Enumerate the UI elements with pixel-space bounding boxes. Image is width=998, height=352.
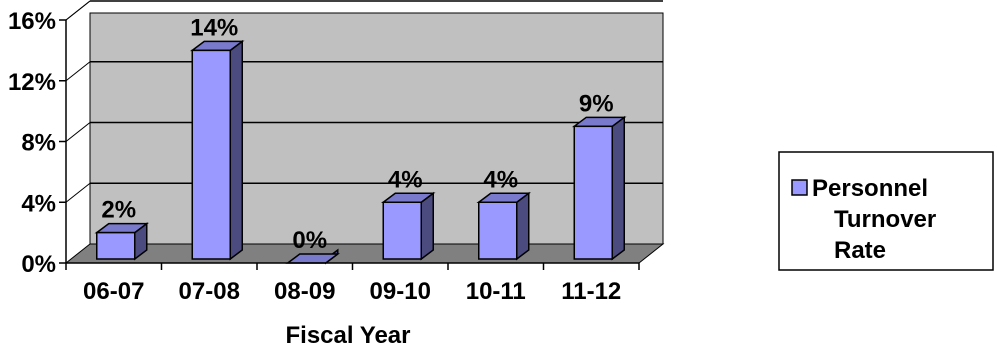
y-tick-label: 0% [21, 251, 56, 278]
bars [94, 39, 627, 265]
legend-line-3: Rate [834, 237, 886, 264]
data-label: 4% [388, 166, 423, 193]
y-tick-label: 16% [8, 8, 56, 35]
bar-front [191, 49, 231, 260]
x-tick-label: 09-10 [370, 278, 431, 305]
plot-floor [64, 243, 665, 264]
bar [190, 39, 245, 261]
x-tick-label: 07-08 [179, 278, 240, 305]
bar-side [420, 191, 434, 261]
gridline-depth [65, 122, 91, 142]
y-tick-label: 8% [21, 130, 56, 157]
data-label: 0% [292, 227, 327, 254]
data-label: 14% [190, 14, 238, 41]
x-tick-label: 06-07 [83, 278, 144, 305]
data-label: 9% [579, 90, 614, 117]
bar [572, 115, 627, 261]
bar [476, 191, 531, 261]
bar-front [382, 201, 422, 260]
data-label: 2% [101, 197, 136, 224]
y-tick-label: 12% [8, 69, 56, 96]
bar [94, 222, 149, 261]
bar-front [573, 125, 613, 260]
x-axis-title: Fiscal Year [286, 322, 411, 349]
y-axis-depth [65, 0, 91, 21]
bar-side [611, 115, 625, 261]
bar-front [478, 201, 518, 260]
x-tick-label: 08-09 [274, 278, 335, 305]
bar-side [516, 191, 530, 261]
legend-box [778, 151, 994, 271]
data-label: 4% [483, 166, 518, 193]
x-tick-label: 10-11 [466, 278, 526, 305]
y-axis-ticks: 0% 4% 8% 12% 16% [8, 8, 66, 278]
bar [381, 191, 436, 261]
x-axis-ticks: 06-07 07-08 08-09 09-10 10-11 11-12 [65, 263, 640, 305]
bar-side [229, 39, 243, 261]
legend-line-1: Personnel [812, 175, 928, 202]
data-labels: 2% 14% 0% 4% 4% 9% [101, 14, 613, 254]
legend-line-2: Turnover [834, 206, 936, 233]
bar-front [96, 231, 136, 260]
legend-swatch [791, 179, 808, 196]
y-tick-label: 4% [21, 190, 56, 217]
legend: Personnel Turnover Rate [778, 151, 994, 271]
gridline-depth [65, 182, 91, 203]
gridline-depth [65, 61, 91, 82]
x-tick-label: 11-12 [561, 278, 621, 305]
